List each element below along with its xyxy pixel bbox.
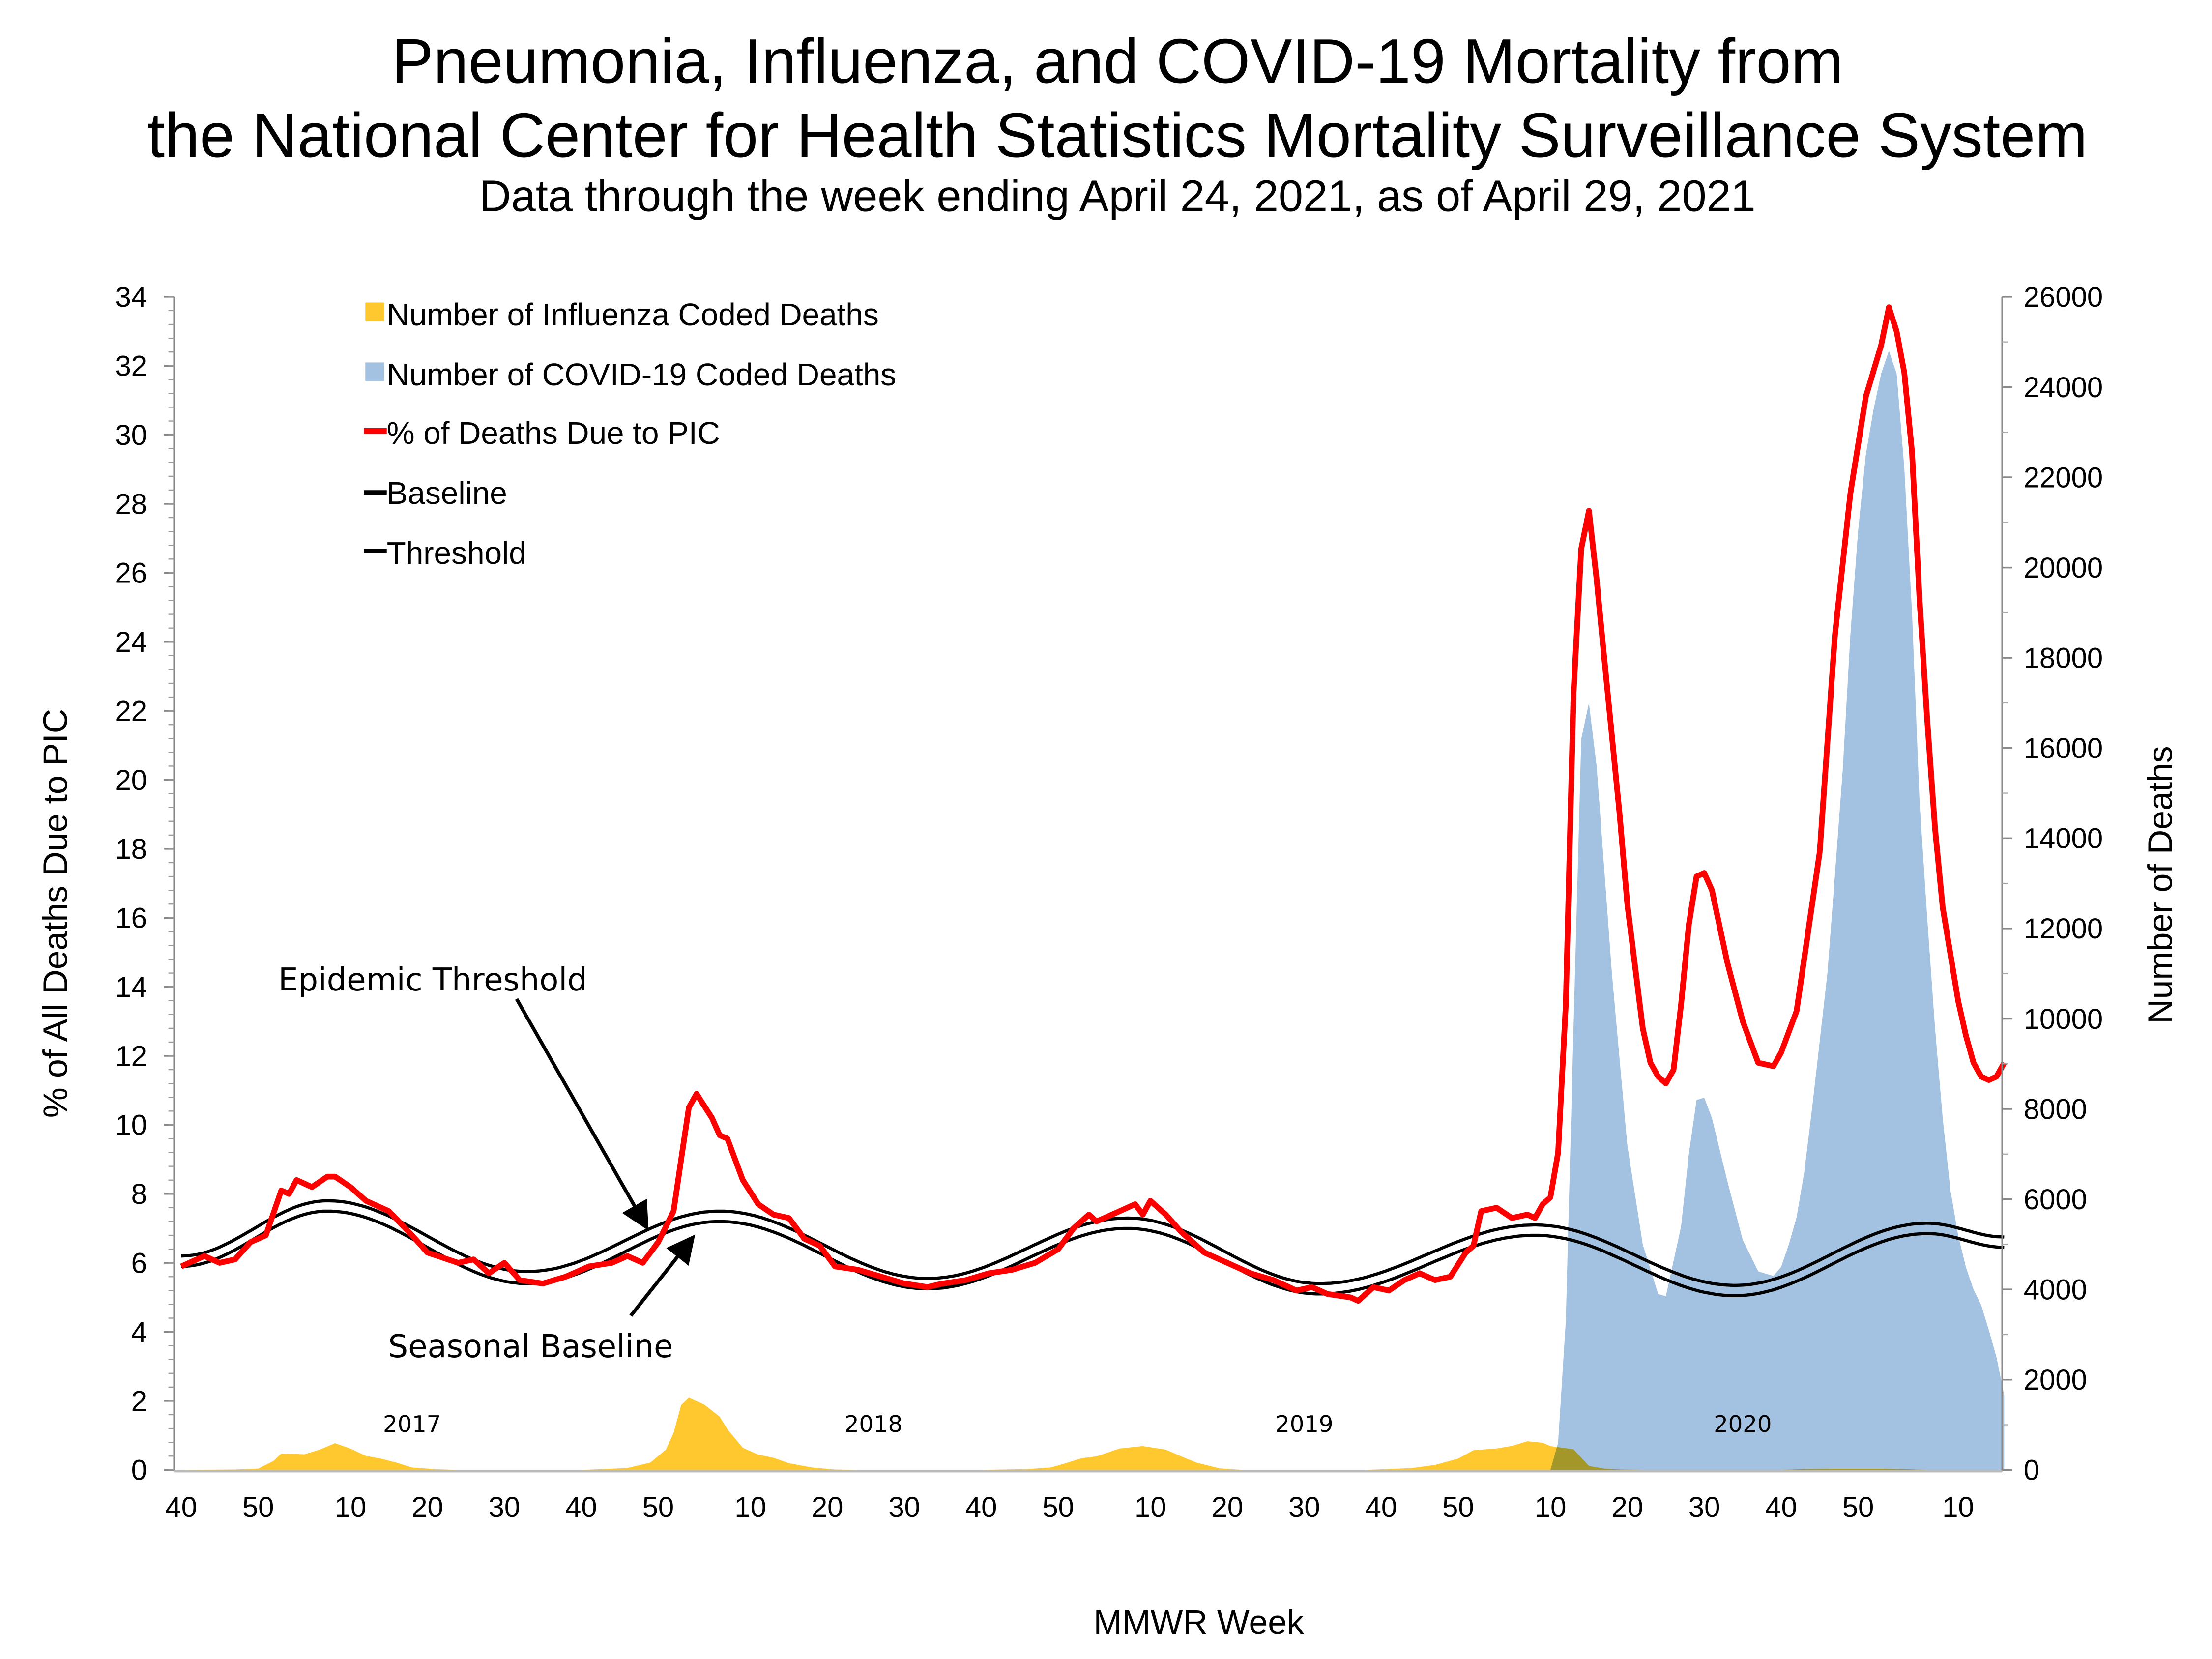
y-left-tick-label: 14 xyxy=(115,971,147,1003)
x-tick-label: 10 xyxy=(1135,1491,1166,1523)
pic-percent-line xyxy=(180,304,2007,1304)
y-right-tick-label: 4000 xyxy=(2024,1274,2087,1306)
covid-deaths-area xyxy=(1550,350,2005,1470)
x-axis-label: MMWR Week xyxy=(1094,1603,1304,1641)
x-tick-label: 50 xyxy=(1042,1491,1074,1523)
x-tick-label: 30 xyxy=(1688,1491,1720,1523)
y-right-tick-label: 24000 xyxy=(2024,372,2103,404)
x-tick-label: 20 xyxy=(812,1491,844,1523)
y-left-tick-label: 30 xyxy=(115,419,147,451)
y-axis-left-label: % of All Deaths Due to PIC xyxy=(36,709,74,1118)
y-left-tick-label: 26 xyxy=(115,557,147,589)
chart-title: Pneumonia, Influenza, and COVID-19 Morta… xyxy=(392,26,1843,96)
y-axis-right-label: Number of Deaths xyxy=(2141,746,2180,1023)
y-right-tick-label: 18000 xyxy=(2024,642,2103,674)
y-left-tick-label: 22 xyxy=(115,695,147,727)
x-tick-label: 40 xyxy=(965,1491,997,1523)
x-tick-label: 20 xyxy=(1212,1491,1244,1523)
chart-subtitle: Data through the week ending April 24, 2… xyxy=(479,172,1756,221)
x-tick-label: 30 xyxy=(1288,1491,1320,1523)
season-year-label: 2019 xyxy=(1275,1411,1333,1437)
y-left-tick-label: 18 xyxy=(115,833,147,865)
legend-label-covid: Number of COVID-19 Coded Deaths xyxy=(387,357,896,392)
y-left-tick-label: 16 xyxy=(115,902,147,934)
y-left-tick-label: 20 xyxy=(115,764,147,796)
y-right-tick-label: 14000 xyxy=(2024,823,2103,855)
legend-label-influenza: Number of Influenza Coded Deaths xyxy=(387,297,879,332)
x-tick-label: 10 xyxy=(734,1491,766,1523)
x-tick-label: 20 xyxy=(411,1491,443,1523)
axes-layer: 0246810121416182022242628303234020004000… xyxy=(115,281,2103,1523)
annotation-seasonal-baseline: Seasonal Baseline xyxy=(388,1329,673,1365)
y-left-tick-label: 6 xyxy=(131,1248,147,1280)
legend: Number of Influenza Coded Deaths Number … xyxy=(364,297,896,571)
y-left-tick-label: 0 xyxy=(131,1455,147,1486)
y-left-tick-label: 28 xyxy=(115,488,147,520)
chart-title-line2: the National Center for Health Statistic… xyxy=(147,100,2088,171)
y-right-tick-label: 0 xyxy=(2024,1455,2039,1486)
x-tick-label: 20 xyxy=(1611,1491,1643,1523)
legend-swatch-influenza xyxy=(365,302,384,321)
x-tick-label: 50 xyxy=(242,1491,274,1523)
y-left-tick-label: 32 xyxy=(115,350,147,382)
x-tick-label: 50 xyxy=(642,1491,674,1523)
y-left-tick-label: 12 xyxy=(115,1040,147,1072)
annotation-epidemic-threshold: Epidemic Threshold xyxy=(278,962,587,998)
x-tick-label: 30 xyxy=(888,1491,920,1523)
season-year-label: 2017 xyxy=(383,1411,441,1437)
legend-label-baseline: Baseline xyxy=(387,475,507,511)
y-left-tick-label: 4 xyxy=(131,1316,147,1348)
area-layer xyxy=(181,350,2005,1470)
annotation-baseline-arrow xyxy=(629,1234,696,1317)
x-tick-label: 30 xyxy=(489,1491,521,1523)
y-right-tick-label: 10000 xyxy=(2024,1003,2103,1035)
x-tick-label: 40 xyxy=(565,1491,597,1523)
y-left-tick-label: 34 xyxy=(115,281,147,313)
x-tick-label: 50 xyxy=(1842,1491,1874,1523)
season-year-labels: 2017 2018 2019 2020 xyxy=(383,1411,1772,1437)
y-right-tick-label: 20000 xyxy=(2024,552,2103,584)
season-year-label: 2020 xyxy=(1714,1411,1772,1437)
line-layer xyxy=(180,304,2007,1304)
x-tick-label: 10 xyxy=(335,1491,367,1523)
x-tick-label: 40 xyxy=(1765,1491,1797,1523)
x-tick-label: 10 xyxy=(1942,1491,1974,1523)
y-right-tick-label: 22000 xyxy=(2024,462,2103,494)
y-right-tick-label: 8000 xyxy=(2024,1093,2087,1125)
y-right-tick-label: 16000 xyxy=(2024,732,2103,764)
baseline-line xyxy=(181,1209,2005,1298)
threshold-line xyxy=(181,1199,2005,1287)
y-right-tick-label: 6000 xyxy=(2024,1184,2087,1216)
legend-label-threshold: Threshold xyxy=(387,535,526,571)
y-right-tick-label: 2000 xyxy=(2024,1364,2087,1396)
x-tick-label: 40 xyxy=(1366,1491,1397,1523)
y-left-tick-label: 8 xyxy=(131,1178,147,1210)
y-left-tick-label: 10 xyxy=(115,1109,147,1141)
annotation-threshold-arrow xyxy=(515,998,649,1231)
x-tick-label: 40 xyxy=(165,1491,197,1523)
influenza-deaths-area xyxy=(181,1397,2005,1470)
season-year-label: 2018 xyxy=(844,1411,902,1437)
y-left-tick-label: 24 xyxy=(115,626,147,658)
y-right-tick-label: 12000 xyxy=(2024,913,2103,945)
y-right-tick-label: 26000 xyxy=(2024,281,2103,313)
x-tick-label: 50 xyxy=(1442,1491,1474,1523)
legend-swatch-covid xyxy=(365,362,384,381)
x-tick-label: 10 xyxy=(1535,1491,1567,1523)
y-left-tick-label: 2 xyxy=(131,1385,147,1417)
legend-label-pic: % of Deaths Due to PIC xyxy=(387,415,720,451)
